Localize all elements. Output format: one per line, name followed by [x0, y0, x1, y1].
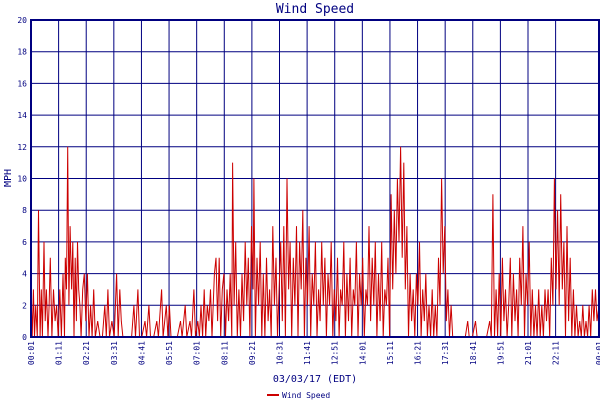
- x-tick-label: 22:11: [552, 341, 561, 365]
- x-tick-label: 05:51: [165, 341, 174, 365]
- x-tick-label: 12:51: [331, 341, 340, 365]
- x-tick-label: 14:01: [358, 341, 367, 365]
- y-tick-label: 10: [17, 175, 27, 184]
- x-tick-label: 16:21: [414, 341, 423, 365]
- x-tick-label: 07:01: [193, 341, 202, 365]
- x-axis-ticks: 00:01 01:11 02:21 03:31 04:41 05:51 07:01 08:11…: [27, 341, 600, 365]
- legend-label: Wind Speed: [282, 391, 330, 400]
- x-tick-label: 02:21: [82, 341, 91, 365]
- y-tick-label: 12: [17, 143, 27, 152]
- x-axis-label: 03/03/17 (EDT): [273, 374, 357, 385]
- y-axis-label: MPH: [3, 169, 14, 187]
- y-tick-label: 18: [17, 48, 27, 57]
- x-tick-label: 18:41: [469, 341, 478, 365]
- y-tick-label: 2: [22, 301, 27, 310]
- x-tick-label: 04:41: [137, 341, 146, 365]
- x-tick-label: 21:01: [524, 341, 533, 365]
- y-axis-ticks: 0 2 4 6 8 10 12 14 16 18 20: [17, 16, 27, 342]
- y-tick-label: 0: [22, 333, 27, 342]
- y-tick-label: 20: [17, 16, 27, 25]
- x-tick-label: 09:21: [248, 341, 257, 365]
- x-tick-label: 19:51: [496, 341, 505, 365]
- x-tick-label: 10:31: [276, 341, 285, 365]
- x-tick-label: 11:41: [303, 341, 312, 365]
- x-tick-label: 00:01: [27, 341, 36, 365]
- y-tick-label: 14: [17, 111, 27, 120]
- chart-title: Wind Speed: [276, 2, 354, 17]
- x-tick-label: 03:31: [110, 341, 119, 365]
- y-tick-label: 16: [17, 79, 27, 88]
- wind-speed-series-line: [30, 146, 600, 338]
- y-tick-label: 4: [22, 270, 27, 279]
- y-tick-label: 8: [22, 206, 27, 215]
- x-tick-label: 00:01: [595, 341, 600, 365]
- x-tick-label: 01:11: [55, 341, 64, 365]
- y-tick-label: 6: [22, 238, 27, 247]
- x-tick-label: 08:11: [220, 341, 229, 365]
- plot-frame: [30, 19, 600, 338]
- x-tick-label: 15:11: [386, 341, 395, 365]
- x-tick-label: 17:31: [441, 341, 450, 365]
